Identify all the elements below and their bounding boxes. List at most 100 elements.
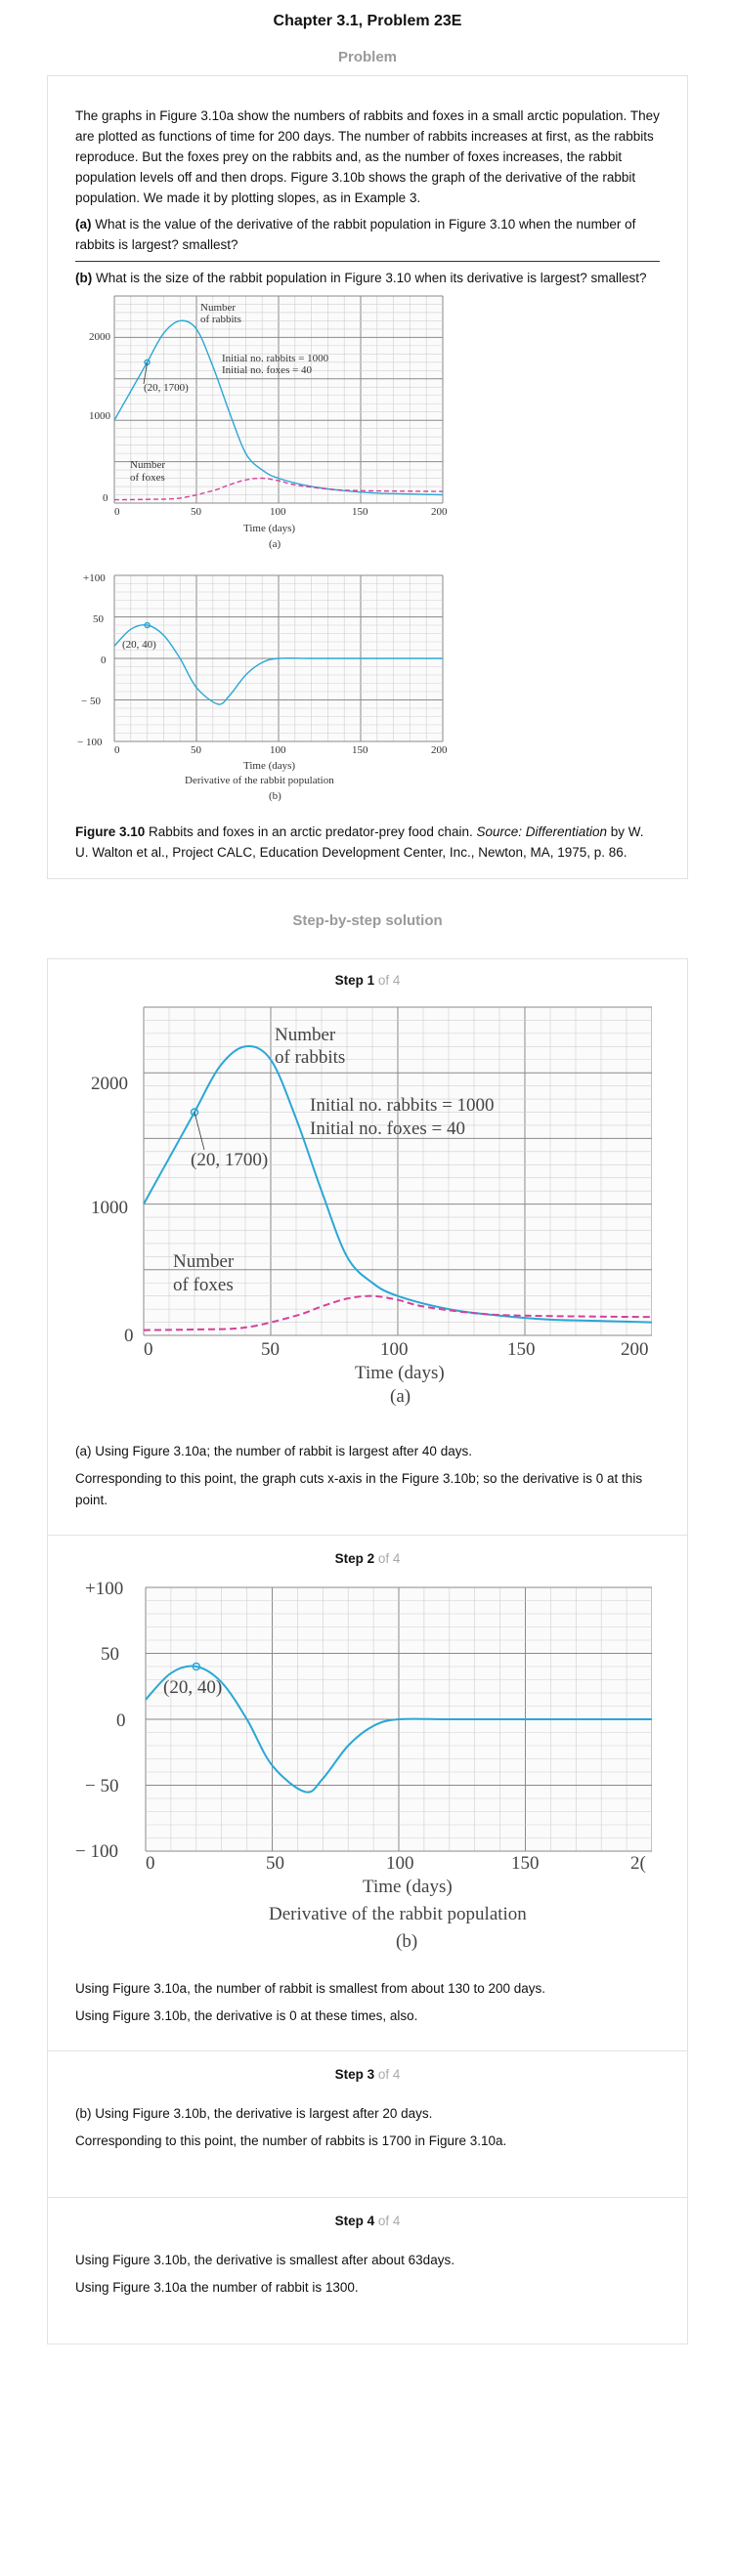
x-tick: 100	[270, 506, 286, 518]
x-tick: 200	[621, 1339, 649, 1360]
caption-text: Rabbits and foxes in an arctic predator-…	[145, 824, 477, 839]
point-label: (20, 1700)	[144, 382, 189, 394]
fox-label: Number	[130, 459, 165, 471]
initial-rabbits: Initial no. rabbits = 1000	[222, 353, 329, 364]
initial-foxes: Initial no. foxes = 40	[222, 364, 313, 376]
chart-title: Derivative of the rabbit population	[185, 775, 334, 786]
caption-italic: Source: Differentiation	[476, 824, 608, 839]
y-tick: 0	[116, 1710, 126, 1731]
grid	[143, 1006, 652, 1336]
figure-a-small: 2000 1000 0 0 50 100 150 200 Time (days)…	[89, 295, 447, 550]
x-tick: 200	[431, 506, 447, 518]
x-tick: 0	[146, 1853, 155, 1874]
step-line: Using Figure 3.10b, the derivative is sm…	[75, 2253, 454, 2267]
y-tick: 2000	[89, 331, 111, 343]
x-tick: 150	[511, 1853, 540, 1874]
point-label: (20, 1700)	[191, 1150, 268, 1170]
highlight-point	[192, 1662, 201, 1671]
figure-b-small: +100 50 0 − 50 − 100 0 50 100 150 200 Ti…	[77, 572, 447, 802]
x-tick: 150	[507, 1339, 536, 1360]
step-line: Using Figure 3.10b, the derivative is 0 …	[75, 2008, 418, 2023]
x-axis-label: Time (days)	[355, 1363, 445, 1383]
fox-label: of foxes	[130, 472, 165, 484]
step-of: of 4	[374, 1551, 401, 1566]
y-tick: 1000	[91, 1198, 128, 1218]
x-tick: 50	[261, 1339, 280, 1360]
step-of: of 4	[374, 973, 401, 988]
x-tick: 100	[270, 744, 286, 756]
x-tick: 100	[380, 1339, 409, 1360]
figure-b-large: +100 50 0 − 50 − 100 0 50 100 150 2( Tim…	[75, 1580, 652, 1952]
highlight-point	[190, 1108, 199, 1117]
rabbit-series-line	[113, 319, 444, 496]
x-tick: 2(	[630, 1853, 646, 1874]
problem-card: The graphs in Figure 3.10a show the numb…	[47, 75, 688, 879]
x-tick: 50	[191, 744, 202, 756]
y-tick: +100	[83, 572, 106, 584]
rabbit-label: Number	[275, 1025, 336, 1045]
x-axis-label: Time (days)	[243, 523, 295, 534]
step-line: (b) Using Figure 3.10b, the derivative i…	[75, 2106, 433, 2121]
y-tick: 50	[101, 1644, 119, 1665]
highlight-point	[144, 621, 151, 629]
step-line: Using Figure 3.10a, the number of rabbit…	[75, 1981, 546, 1996]
problem-heading: Problem	[337, 49, 397, 65]
step-header: Step 4 of 4	[75, 2214, 660, 2228]
caption-bold: Figure 3.10	[75, 824, 146, 839]
step-of: of 4	[374, 2067, 401, 2082]
step-line: (a) Using Figure 3.10a; the number of ra…	[75, 1444, 472, 1458]
initial-rabbits: Initial no. rabbits = 1000	[310, 1095, 495, 1116]
rabbit-label: of rabbits	[200, 314, 241, 325]
step-number: Step 4	[334, 2214, 375, 2228]
y-tick: 0	[124, 1326, 134, 1346]
step-1: Step 1 of 4 2000 1000 0 0 50 100 150 200…	[48, 959, 687, 1535]
figure-sublabel: (a)	[269, 538, 281, 550]
x-tick: 150	[352, 506, 368, 518]
part-b-text: What is the size of the rabbit populatio…	[92, 271, 647, 285]
figure-sublabel: (b)	[269, 790, 281, 802]
y-tick: 0	[103, 492, 108, 504]
solution-heading: Step-by-step solution	[292, 912, 443, 929]
fox-series-line	[143, 1294, 652, 1331]
step-number: Step 3	[334, 2067, 375, 2082]
x-tick: 100	[386, 1853, 414, 1874]
fox-label: of foxes	[173, 1275, 234, 1295]
step-header: Step 3 of 4	[75, 2067, 660, 2082]
problem-paragraph: The graphs in Figure 3.10a show the numb…	[75, 108, 660, 205]
part-a: (a) What is the value of the derivative …	[75, 214, 660, 255]
x-tick: 0	[144, 1339, 153, 1360]
y-tick: +100	[85, 1580, 123, 1599]
part-a-text: What is the value of the derivative of t…	[75, 217, 636, 252]
figure-a-large: 2000 1000 0 0 50 100 150 200 Time (days)…	[91, 1006, 652, 1407]
x-axis-label: Time (days)	[363, 1877, 453, 1897]
rabbit-series-line	[143, 1045, 652, 1324]
part-b: (b) What is the size of the rabbit popul…	[75, 268, 660, 288]
y-tick: 50	[93, 613, 105, 625]
y-tick: 0	[101, 655, 107, 666]
y-tick: − 100	[77, 737, 103, 748]
step-line: Corresponding to this point, the number …	[75, 2133, 507, 2148]
step-of: of 4	[374, 2214, 401, 2228]
annotation-leader	[143, 361, 148, 385]
part-a-label: (a)	[75, 217, 92, 232]
caption-rest: by W. U. Walton et al., Project CALC, Ed…	[75, 824, 644, 860]
step-line: Corresponding to this point, the graph c…	[75, 1471, 643, 1507]
y-tick: − 50	[81, 696, 101, 707]
point-label: (20, 40)	[122, 639, 156, 651]
grid	[113, 295, 444, 504]
y-tick: 1000	[89, 410, 111, 422]
x-tick: 50	[266, 1853, 284, 1874]
step-2: Step 2 of 4 +100 50 0 − 50 − 100 0 50 10…	[48, 1535, 687, 2050]
step-line: Using Figure 3.10a the number of rabbit …	[75, 2280, 359, 2295]
part-b-label: (b)	[75, 271, 93, 285]
solution-card: Step 1 of 4 2000 1000 0 0 50 100 150 200…	[47, 958, 688, 2344]
figure-sublabel: (a)	[390, 1386, 411, 1407]
rabbit-series-line	[145, 1665, 652, 1794]
y-tick: − 100	[75, 1841, 118, 1862]
annotation-leader	[194, 1112, 205, 1151]
x-tick: 0	[114, 744, 120, 756]
step-3: Step 3 of 4 (b) Using Figure 3.10b, the …	[48, 2050, 687, 2197]
fox-series-line	[113, 477, 444, 501]
chart-title: Derivative of the rabbit population	[269, 1904, 527, 1924]
point-label: (20, 40)	[163, 1677, 222, 1698]
